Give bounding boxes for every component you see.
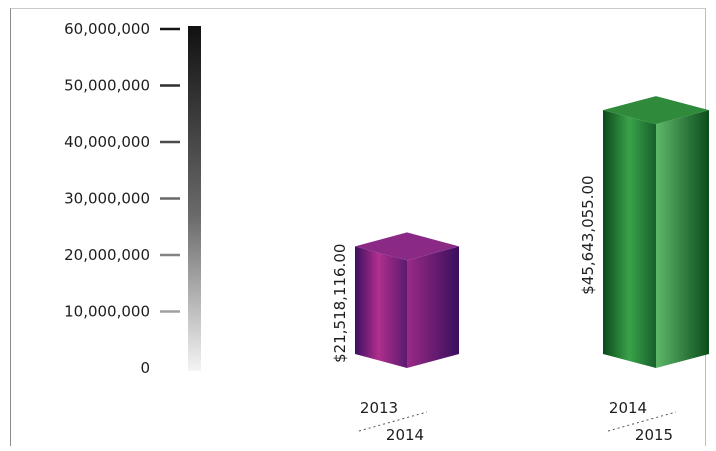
category-label-start: 2014: [609, 399, 647, 417]
bar-face-left: [603, 110, 656, 369]
y-tick-label: 40,000,000: [64, 133, 150, 151]
y-axis: 60,000,000 50,000,000 40,000,000 30,000,000…: [64, 20, 201, 377]
data-label: $45,643,055.00: [579, 175, 597, 294]
bar-face-right: [656, 110, 709, 369]
y-tick-label: 0: [140, 359, 150, 377]
bar-face-right: [407, 246, 459, 368]
y-tick-label: 60,000,000: [64, 20, 150, 38]
y-tick-label: 50,000,000: [64, 77, 150, 95]
bar-face-top: [355, 232, 459, 261]
category-label-end: 2014: [386, 426, 424, 444]
y-tick-label: 30,000,000: [64, 190, 150, 208]
y-tick-label: 20,000,000: [64, 246, 150, 264]
category-label-end: 2015: [635, 426, 673, 444]
bar-face-left: [355, 246, 407, 368]
bar-face-top: [603, 96, 709, 125]
data-label: $21,518,116.00: [331, 244, 349, 363]
y-axis-bar: [188, 26, 201, 371]
bars: [355, 96, 709, 369]
y-tick-label: 10,000,000: [64, 303, 150, 321]
category-dash-connector: [607, 411, 677, 432]
labels: $21,518,116.00 2013 2014 $45,643,055.00 2014…: [331, 175, 677, 444]
category-label-start: 2013: [360, 399, 398, 417]
category-dash-connector: [358, 411, 428, 432]
